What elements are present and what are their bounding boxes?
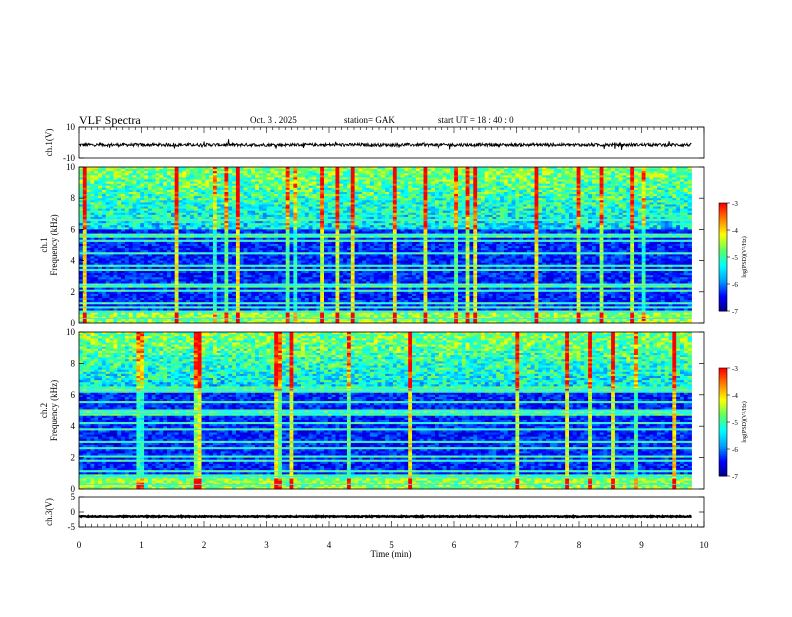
x-tick-label: 0	[77, 540, 82, 550]
y-tick-label: 10	[66, 327, 76, 337]
y-tick-label: 4	[71, 256, 76, 266]
x-tick-label: 10	[700, 540, 710, 550]
x-tick-label: 1	[139, 540, 144, 550]
y-tick-label: 8	[71, 193, 76, 203]
y-tick-label: 2	[71, 287, 76, 297]
y-tick-label: 6	[71, 390, 76, 400]
x-tick-label: 4	[327, 540, 332, 550]
y-tick-label: 10	[66, 122, 76, 132]
y-tick-label: 5	[71, 492, 76, 502]
y-axis-label: ch.3(V)	[44, 498, 54, 526]
ch3-waveform-trace	[79, 516, 692, 517]
start-ut-label: start UT = 18 : 40 : 0	[438, 115, 514, 125]
colorbar-tick-label: -7	[732, 473, 738, 481]
colorbar-tick-label: -6	[732, 446, 738, 454]
ch1-waveform-trace	[79, 139, 692, 150]
x-tick-label: 3	[264, 540, 269, 550]
colorbar-tick-label: -4	[732, 392, 738, 400]
x-tick-label: 2	[202, 540, 207, 550]
station-label: station= GAK	[344, 115, 395, 125]
ch2-spectrogram-colorbar: -3 -4 -5 -6 -7 log(PSD)(V²/Hz)	[719, 365, 748, 481]
colorbar-tick-label: -5	[732, 419, 738, 427]
colorbar-tick-label: -4	[732, 227, 738, 235]
x-axis-label: Time (min)	[371, 549, 412, 559]
figure-title: VLF Spectra	[79, 113, 141, 127]
ch1-spectrogram-colorbar: -3 -4 -5 -6 -7 log(PSD)(V²/Hz)	[719, 200, 748, 316]
colorbar-tick-label: -5	[732, 254, 738, 262]
y-axis-label: ch.1(V)	[44, 129, 54, 157]
colorbar-label: log(PSD)(V²/Hz)	[741, 236, 748, 277]
x-tick-label: 7	[514, 540, 519, 550]
x-tick-label: 6	[452, 540, 457, 550]
ch3-waveform: 5 0 -5 ch.3(V)	[44, 492, 704, 532]
colorbar-tick-label: -3	[732, 365, 738, 373]
y-tick-label: 4	[71, 421, 76, 431]
x-tick-label: 8	[577, 540, 582, 550]
y-tick-label: 8	[71, 358, 76, 368]
colorbar-label: log(PSD)(V²/Hz)	[741, 401, 748, 442]
x-tick-label: 9	[639, 540, 644, 550]
y-tick-label: 2	[71, 453, 76, 463]
colorbar-tick-label: -7	[732, 308, 738, 316]
y-axis-label: ch.1Frequency (kHz)	[39, 214, 59, 275]
date-label: Oct. 3 . 2025	[250, 115, 297, 125]
colorbar-tick-label: -6	[732, 281, 738, 289]
y-tick-label: -5	[68, 522, 76, 532]
y-axis-label: ch.2Frequency (kHz)	[39, 380, 59, 441]
ch1-spectrogram-cells	[79, 167, 692, 323]
y-tick-label: 10	[66, 162, 76, 172]
colorbar-tick-label: -3	[732, 200, 738, 208]
y-tick-label: 6	[71, 224, 76, 234]
y-tick-label: 0	[71, 507, 76, 517]
